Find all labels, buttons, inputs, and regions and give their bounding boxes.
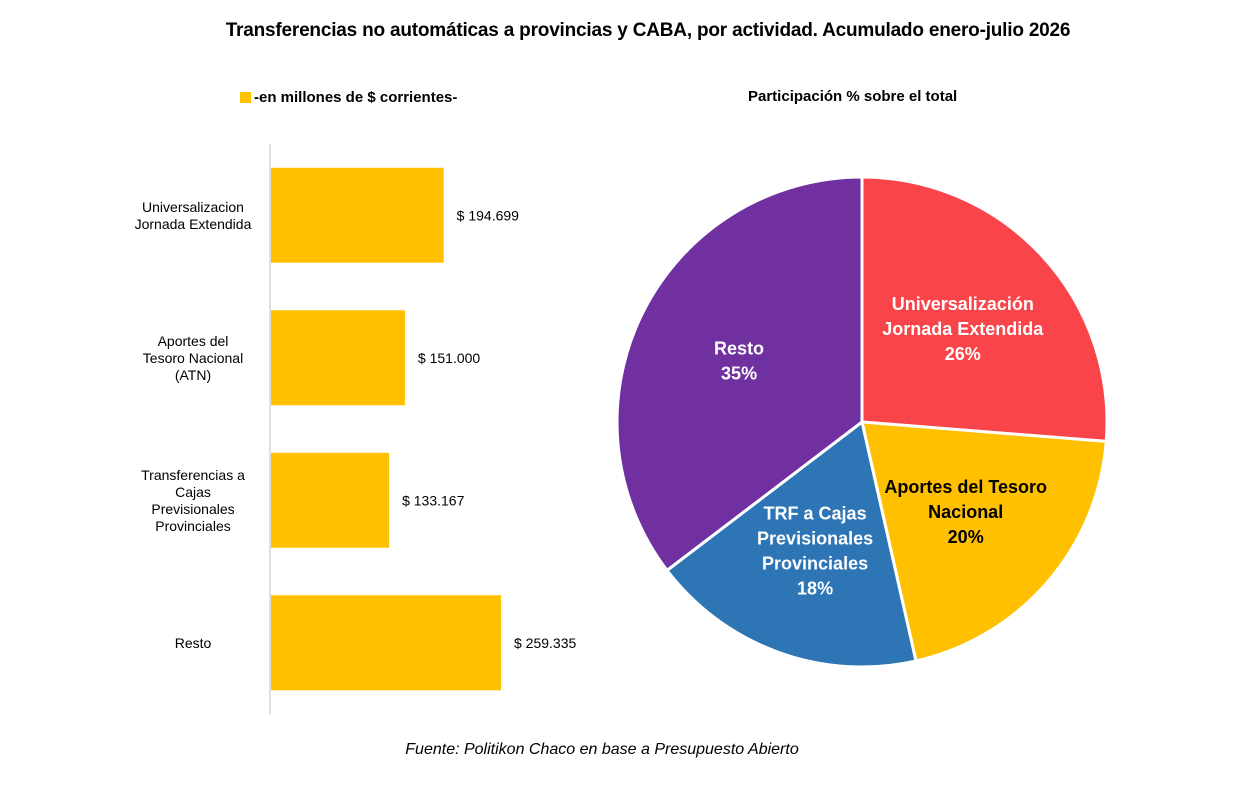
pie-slice-label-2: TRF a Cajas Previsionales Provinciales 18% <box>757 503 873 598</box>
legend-swatch <box>240 92 251 103</box>
bar-0 <box>271 167 444 263</box>
pie-chart: Universalización Jornada Extendida 26% Apor… <box>615 175 1109 669</box>
page-title: Transferencias no automáticas a provinci… <box>225 20 1071 41</box>
bar-chart: $ 194.699 Universalizacion Jornada Extendi… <box>135 144 576 714</box>
pie-chart-title: Participación % sobre el total <box>748 88 958 105</box>
bar-category-label-3: Resto <box>175 635 212 651</box>
bar-2 <box>271 452 390 548</box>
pie-slice-label-3: Resto 35% <box>714 339 764 384</box>
pie-slice-label-1: Aportes del Tesoro Nacional 20% <box>884 477 1047 547</box>
bar-legend: -en millones de $ corrientes- <box>240 89 457 106</box>
bar-1 <box>271 310 405 406</box>
source-note: Fuente: Politikon Chaco en base a Presup… <box>405 741 799 758</box>
bar-category-label-2: Transferencias a Cajas Previsionales Provin… <box>141 467 245 534</box>
pie-slice-1 <box>860 420 1108 663</box>
bar-value-label-0: $ 194.699 <box>457 207 519 223</box>
bar-value-label-3: $ 259.335 <box>514 635 576 651</box>
bar-value-label-1: $ 151.000 <box>418 350 480 366</box>
bar-category-label-0: Universalizacion Jornada Extendida <box>135 199 252 232</box>
pie-slice-0 <box>860 175 1109 444</box>
pie-slice-2 <box>664 419 918 669</box>
pie-slice-3 <box>615 175 864 573</box>
bar-value-label-2: $ 133.167 <box>402 492 464 508</box>
bar-category-label-1: Aportes del Tesoro Nacional (ATN) <box>143 333 243 383</box>
legend-label: -en millones de $ corrientes- <box>254 89 458 106</box>
pie-slice-label-0: Universalización Jornada Extendida 26% <box>882 294 1044 364</box>
bar-3 <box>271 595 501 691</box>
